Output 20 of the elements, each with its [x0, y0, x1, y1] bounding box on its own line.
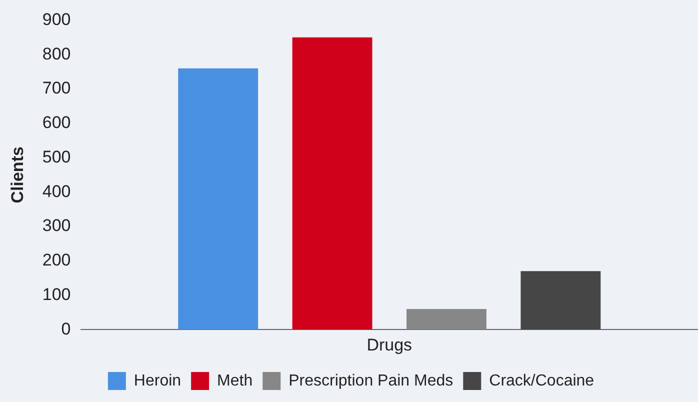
bar	[520, 271, 601, 330]
y-tick-label: 400	[42, 182, 71, 201]
legend-label: Prescription Pain Meds	[288, 372, 454, 390]
legend-label: Heroin	[134, 372, 182, 390]
y-axis-title: Clients	[8, 146, 27, 204]
legend-label: Meth	[217, 372, 253, 390]
y-tick-label: 100	[42, 284, 71, 304]
y-tick-label: 200	[42, 250, 71, 270]
y-tick-label: 900	[42, 10, 71, 29]
y-tick-label: 600	[42, 113, 71, 132]
bar	[178, 68, 258, 330]
y-tick-label: 0	[61, 319, 71, 338]
y-tick-label: 500	[42, 147, 71, 166]
bar	[292, 37, 372, 330]
y-tick-label: 800	[42, 44, 71, 64]
x-tick-label: Drugs	[366, 335, 412, 354]
legend-label: Crack/Cocaine	[489, 372, 594, 390]
bar	[406, 308, 486, 330]
y-tick-label: 700	[42, 78, 71, 98]
y-tick-label: 300	[42, 216, 71, 236]
